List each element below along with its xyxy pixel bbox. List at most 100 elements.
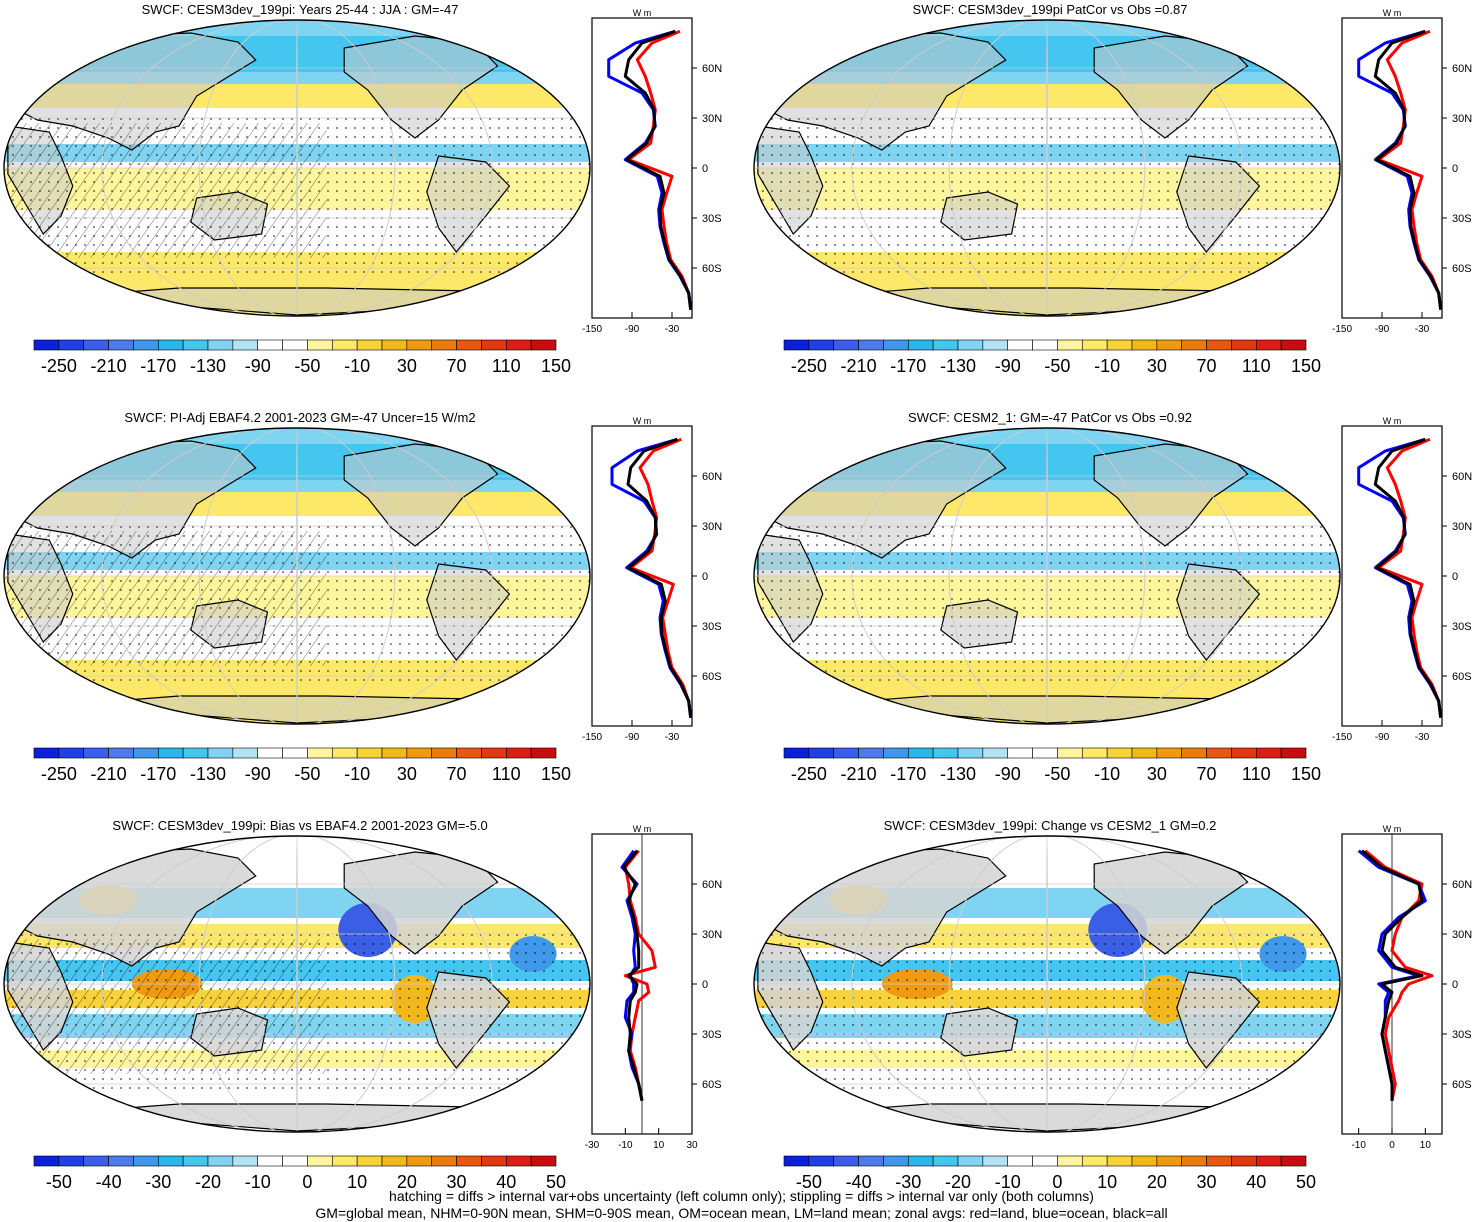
colorbar-label: 30 [447, 1172, 467, 1192]
x-tick-label: -30 [585, 1140, 600, 1151]
colorbar-label: -10 [1094, 356, 1120, 376]
colorbar-swatch [883, 1155, 909, 1167]
map [753, 835, 1341, 1133]
colorbar-swatch [356, 339, 383, 351]
colorbar-swatch [883, 339, 909, 351]
colorbar: -250 -210 -170 -130 -90 -50 -10 30 70 110 150 [33, 339, 571, 376]
lat-label: 60N [702, 471, 722, 483]
colorbar-label: -50 [1044, 356, 1070, 376]
graticule-lon [101, 836, 493, 1132]
colorbar-label: -250 [41, 356, 77, 376]
zonal-unit: W m [1383, 416, 1402, 426]
colorbar-swatch [406, 1155, 433, 1167]
colorbar-label: 70 [447, 764, 467, 784]
colorbar-swatch [833, 1155, 859, 1167]
x-tick-label: -10 [618, 1140, 633, 1151]
colorbar-label: -30 [145, 1172, 171, 1192]
map [753, 427, 1341, 725]
colorbar-swatch [207, 339, 234, 351]
colorbar-swatch [1081, 339, 1108, 351]
colorbar-swatch [83, 747, 109, 759]
colorbar-swatch [431, 1155, 457, 1167]
colorbar-swatch [1032, 1155, 1058, 1167]
colorbar-swatch [331, 747, 358, 759]
colorbar-swatch [1081, 747, 1108, 759]
zonal-line-all [1361, 849, 1424, 1101]
colorbar-label: -50 [294, 764, 320, 784]
colorbar-swatch [133, 1155, 159, 1167]
colorbar-label: -170 [140, 764, 176, 784]
zonal-line-all [1373, 437, 1443, 718]
colorbar-swatch [456, 747, 482, 759]
coastline [60, 287, 545, 316]
map-border [753, 427, 1341, 725]
panel-title: SWCF: CESM2_1: GM=-47 PatCor vs Obs =0.9… [908, 410, 1192, 425]
colorbar-swatch [1206, 339, 1232, 351]
colorbar-label: -210 [91, 356, 127, 376]
x-tick-label: -30 [1415, 732, 1430, 743]
panel-6: SWCF: CESM3dev_199pi: Change vs CESM2_1 … [750, 816, 1483, 1196]
graticule-lon [198, 836, 396, 1132]
colorbar-swatch [1106, 1155, 1133, 1167]
colorbar-label: -50 [796, 1172, 822, 1192]
colorbar-label: -250 [791, 356, 827, 376]
colorbar-swatch [182, 747, 209, 759]
colorbar-label: -170 [890, 356, 926, 376]
lat-label: 0 [1452, 571, 1458, 583]
lat-label: 60S [1452, 1079, 1472, 1091]
colorbar-swatch [808, 1155, 835, 1167]
panel-2: SWCF: CESM3dev_199pi PatCor vs Obs =0.87… [750, 0, 1483, 380]
lat-label: 0 [702, 163, 708, 175]
colorbar-label: -250 [791, 764, 827, 784]
colorbar-swatch [406, 747, 433, 759]
colorbar-label: 110 [492, 764, 521, 784]
colorbar-label: 150 [541, 764, 571, 784]
coastline [810, 1103, 1295, 1132]
colorbar-swatch [932, 1155, 959, 1167]
graticule-lon [101, 428, 493, 724]
colorbar-swatch [33, 339, 60, 351]
colorbar-swatch [1156, 339, 1183, 351]
zonal-mean-plot: W m -30 -10 10 30 60N 30N 0 30S 60S [585, 824, 722, 1151]
x-tick-label: -30 [665, 732, 680, 743]
map-border [753, 835, 1341, 1133]
colorbar-label: -90 [995, 764, 1021, 784]
colorbar-swatch [257, 747, 283, 759]
lat-label: 60S [1452, 671, 1472, 683]
colorbar-label: -250 [41, 764, 77, 784]
colorbar-swatch [58, 747, 85, 759]
map-border [3, 835, 591, 1133]
colorbar-swatch [907, 339, 934, 351]
colorbar-swatch [1057, 747, 1083, 759]
colorbar-label: -170 [140, 356, 176, 376]
colorbar-label: 30 [1197, 1172, 1217, 1192]
graticule-lon [1046, 836, 1048, 1132]
coastline [810, 695, 1295, 724]
colorbar-label: -10 [995, 1172, 1021, 1192]
x-tick-label: 30 [686, 1140, 698, 1151]
zonal-line-land [629, 437, 693, 718]
x-tick-label: 10 [653, 1140, 665, 1151]
colorbar-swatch [381, 747, 408, 759]
colorbar-label: -130 [940, 764, 976, 784]
colorbar-swatch [381, 1155, 408, 1167]
zonal-unit: W m [1383, 8, 1402, 18]
colorbar-swatch [108, 1155, 134, 1167]
colorbar-swatch [356, 1155, 383, 1167]
colorbar-swatch [1081, 1155, 1108, 1167]
colorbar-label: -90 [245, 356, 271, 376]
colorbar-swatch [833, 339, 859, 351]
colorbar-swatch [1007, 1155, 1033, 1167]
lat-label: 30S [1452, 1029, 1472, 1041]
colorbar-swatch [1156, 1155, 1183, 1167]
colorbar-swatch [858, 1155, 884, 1167]
lat-label: 30N [1452, 929, 1472, 941]
colorbar-swatch [783, 747, 810, 759]
colorbar-swatch [907, 1155, 934, 1167]
lat-label: 30S [1452, 621, 1472, 633]
colorbar-swatch [307, 1155, 333, 1167]
colorbar-label: 70 [1197, 356, 1217, 376]
zonal-mean-plot: W m -150 -90 -30 60N 30N 0 30S 60S [1332, 8, 1472, 335]
colorbar-label: -10 [344, 764, 370, 784]
colorbar-swatch [1057, 1155, 1083, 1167]
